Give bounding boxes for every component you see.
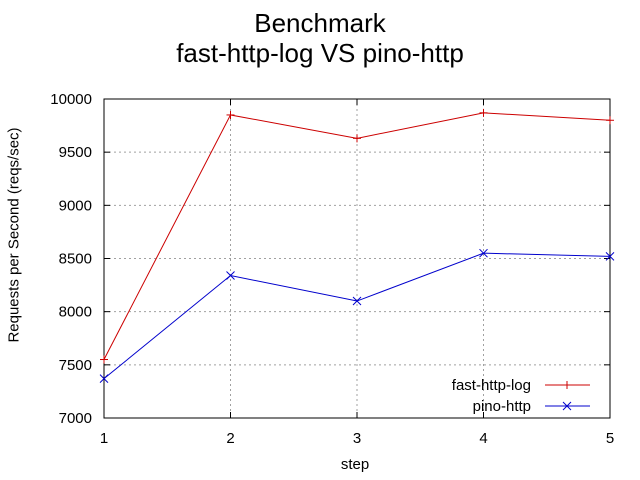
x-tick-label: 4	[479, 430, 487, 447]
data-point-pino-http	[226, 271, 235, 280]
y-tick-label: 7000	[59, 410, 92, 427]
x-tick-label: 3	[353, 430, 361, 447]
x-tick-label: 2	[226, 430, 234, 447]
legend-label-fast-http-log: fast-http-log	[452, 377, 531, 394]
chart-title-line-2: fast-http-log VS pino-http	[176, 38, 464, 68]
x-axis-label: step	[340, 456, 370, 473]
x-tick-label: 1	[100, 430, 108, 447]
y-tick-label: 10000	[50, 91, 92, 108]
data-point-pino-http	[605, 252, 615, 261]
y-tick-label: 9000	[59, 197, 92, 214]
data-point-pino-http	[479, 248, 488, 258]
x-tick-label: 5	[606, 430, 614, 447]
data-point-pino-http	[99, 374, 109, 384]
y-tick-label: 8000	[59, 304, 92, 321]
y-tick-label: 8500	[59, 251, 92, 268]
chart-title-line-1: Benchmark	[254, 8, 386, 38]
y-axis-label: Requests per Second (reqs/sec)	[5, 127, 23, 343]
legend-label-pino-http: pino-http	[473, 398, 531, 415]
data-point-pino-http	[352, 296, 362, 306]
y-tick-label: 9500	[59, 144, 92, 161]
legend-marker-pino-http	[562, 401, 572, 411]
y-tick-label: 7500	[59, 357, 92, 374]
